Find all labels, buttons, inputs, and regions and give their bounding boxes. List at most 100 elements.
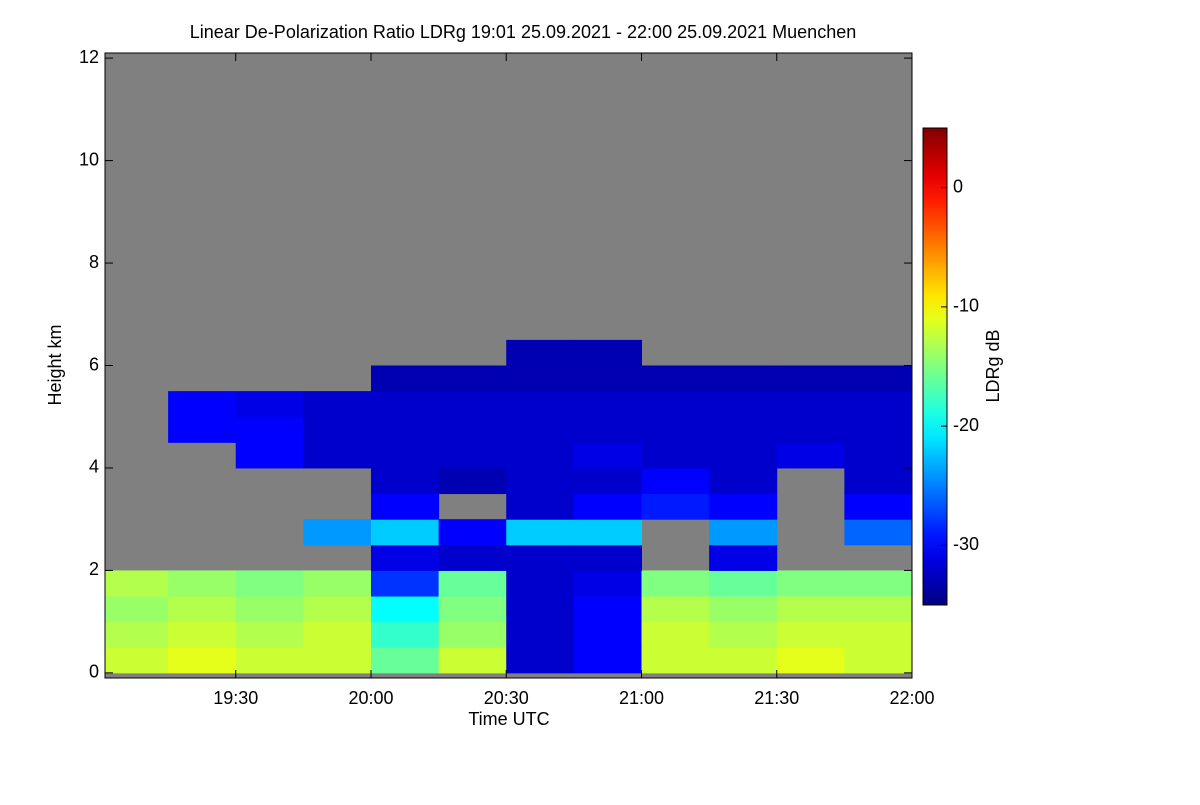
heatmap-cell: [303, 519, 372, 546]
heatmap-cell: [641, 467, 710, 495]
heatmap-cell: [641, 365, 710, 392]
heatmap-cell: [844, 391, 913, 418]
heatmap-cell: [709, 570, 778, 597]
heatmap-cell: [506, 647, 575, 674]
heatmap-cell: [776, 570, 845, 597]
heatmap-cell: [844, 596, 913, 623]
heatmap-cell: [844, 442, 913, 469]
heatmap-cell: [641, 391, 710, 418]
heatmap-cell: [235, 391, 304, 418]
heatmap-cell: [573, 570, 642, 597]
heatmap-cell: [303, 596, 372, 623]
heatmap-cell: [168, 391, 237, 418]
heatmap-cell: [844, 416, 913, 443]
y-tick-label: 2: [89, 559, 99, 579]
heatmap-cell: [235, 647, 304, 674]
heatmap-cell: [438, 596, 507, 623]
colorbar-label: LDRg dB: [983, 329, 1003, 402]
x-tick-label: 19:30: [213, 688, 258, 708]
heatmap-cell: [844, 570, 913, 597]
heatmap-cell: [168, 570, 237, 597]
heatmap-cell: [303, 570, 372, 597]
heatmap-cell: [506, 391, 575, 418]
heatmap-cell: [776, 596, 845, 623]
heatmap-cell: [303, 442, 372, 469]
heatmap-cell: [506, 467, 575, 495]
y-tick-label: 6: [89, 354, 99, 374]
heatmap-cell: [573, 339, 642, 366]
heatmap-cell: [303, 416, 372, 443]
heatmap-cell: [709, 391, 778, 418]
heatmap-cell: [235, 416, 304, 443]
heatmap-cell: [709, 647, 778, 674]
heatmap-cell: [438, 519, 507, 546]
heatmap-cell: [709, 493, 778, 520]
x-tick-label: 21:30: [754, 688, 799, 708]
heatmap-cell: [370, 596, 440, 623]
heatmap-cell: [709, 442, 778, 469]
heatmap-cell: [709, 365, 778, 392]
heatmap-cell: [438, 544, 507, 571]
heatmap-cell: [370, 493, 440, 520]
heatmap-cell: [506, 339, 575, 366]
heatmap-cell: [168, 596, 237, 623]
heatmap-cell: [573, 647, 642, 674]
heatmap-cell: [573, 544, 642, 571]
heatmap-cell: [506, 544, 575, 571]
heatmap-cell: [105, 570, 169, 597]
heatmap-cell: [573, 416, 642, 443]
heatmap-cell: [641, 493, 710, 520]
x-tick-label: 22:00: [889, 688, 934, 708]
heatmap-cell: [573, 621, 642, 648]
heatmap-cell: [168, 416, 237, 443]
heatmap-cell: [573, 596, 642, 623]
y-tick-label: 0: [89, 662, 99, 682]
heatmap-cell: [709, 416, 778, 443]
chart-title: Linear De-Polarization Ratio LDRg 19:01 …: [190, 22, 856, 42]
heatmap-cell: [370, 416, 440, 443]
heatmap-cell: [438, 621, 507, 648]
heatmap-cell: [105, 596, 169, 623]
heatmap-cell: [506, 570, 575, 597]
heatmap-cell: [573, 493, 642, 520]
heatmap-cell: [776, 621, 845, 648]
heatmap-cell: [438, 365, 507, 392]
heatmap-cell: [506, 442, 575, 469]
heatmap-cell: [776, 391, 845, 418]
heatmap-cell: [641, 570, 710, 597]
heatmap-cell: [370, 391, 440, 418]
heatmap-cell: [438, 442, 507, 469]
y-tick-label: 12: [79, 47, 99, 67]
y-tick-label: 4: [89, 457, 99, 477]
heatmap-cell: [641, 416, 710, 443]
heatmap-cell: [573, 365, 642, 392]
heatmap-cell: [709, 519, 778, 546]
heatmap-cell: [844, 365, 913, 392]
heatmap-cell: [370, 519, 440, 546]
heatmap-cell: [709, 596, 778, 623]
heatmap-cell: [105, 647, 169, 674]
heatmap-cell: [506, 621, 575, 648]
heatmap-cell: [844, 647, 913, 674]
y-axis-label: Height km: [45, 324, 65, 405]
heatmap-cell: [438, 467, 507, 495]
heatmap-cell: [709, 621, 778, 648]
heatmap-cell: [506, 365, 575, 392]
heatmap-cell: [844, 519, 913, 546]
y-tick-label: 8: [89, 252, 99, 272]
heatmap-cell: [573, 442, 642, 469]
heatmap-cell: [844, 467, 913, 495]
heatmap-cell: [641, 596, 710, 623]
heatmap-cell: [506, 519, 575, 546]
heatmap-cell: [370, 544, 440, 571]
x-tick-label: 20:30: [484, 688, 529, 708]
y-tick-label: 10: [79, 149, 99, 169]
heatmap-cell: [370, 647, 440, 674]
heatmap-cell: [776, 647, 845, 674]
heatmap-cell: [506, 596, 575, 623]
heatmap-cell: [844, 493, 913, 520]
colorbar-tick-label: -30: [953, 534, 979, 554]
x-axis-label: Time UTC: [468, 709, 549, 729]
